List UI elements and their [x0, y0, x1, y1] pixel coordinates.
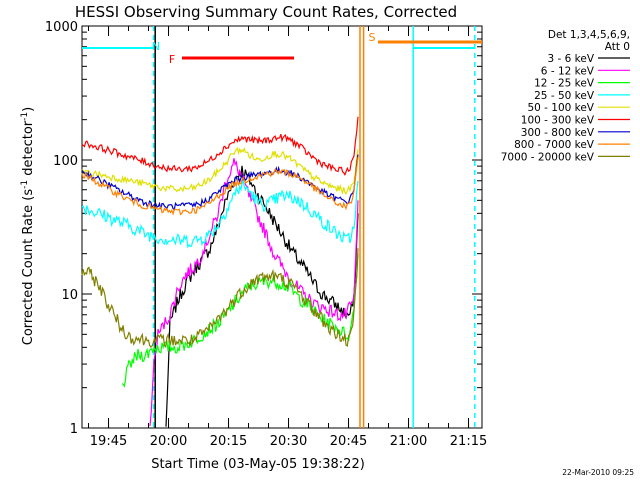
- flags-layer: NF S: [82, 26, 482, 428]
- footer-timestamp: 22-Mar-2010 09:25: [562, 468, 634, 477]
- legend-label: 12 - 25 keV: [534, 78, 595, 90]
- y-axis-label-mid: detector: [21, 120, 36, 180]
- flag-label: N: [152, 40, 160, 53]
- flag-label: S: [369, 31, 376, 44]
- y-tick-label: 1000: [45, 20, 78, 35]
- series-line-5: [81, 116, 359, 177]
- series-layer: [81, 116, 359, 427]
- legend-label: 7000 - 20000 keV: [501, 151, 595, 163]
- series-line-7: [81, 157, 359, 216]
- y-axis-label-end: ): [21, 107, 36, 112]
- x-tick-label: 20:30: [270, 434, 307, 449]
- x-axis-label: Start Time (03-May-05 19:38:22): [151, 457, 365, 472]
- series-line-4: [81, 146, 359, 196]
- y-axis-label-sup2: -1: [20, 112, 30, 121]
- legend-header-1: Det 1,3,4,5,6,9,: [548, 29, 630, 41]
- chart-title: HESSI Observing Summary Count Rates, Cor…: [75, 3, 457, 21]
- legend-label: 300 - 800 keV: [521, 127, 595, 139]
- legend-label: 800 - 7000 keV: [514, 139, 595, 151]
- legend-label: 100 - 300 keV: [521, 115, 595, 127]
- x-tick-label: 21:15: [450, 434, 487, 449]
- y-axis: 1 10 100 1000: [45, 20, 482, 437]
- series-line-8: [81, 248, 359, 349]
- y-axis-label-sup1: -1: [20, 180, 30, 189]
- y-tick-label: 100: [53, 154, 78, 169]
- y-tick-label: 1: [70, 422, 78, 437]
- flag-label: F: [169, 53, 175, 66]
- legend-label: 3 - 6 keV: [547, 53, 594, 65]
- plot-frame: [81, 25, 483, 429]
- plot-area: [81, 25, 483, 429]
- x-tick-label: 20:00: [150, 434, 187, 449]
- x-axis: 19:45 20:00 20:15 20:30 20:45 21:00 21:15: [88, 26, 487, 449]
- series-line-3: [81, 180, 359, 249]
- y-axis-label-main: Corrected Count Rate (s: [21, 189, 36, 346]
- y-tick-label: 10: [61, 288, 78, 303]
- legend-label: 25 - 50 keV: [534, 90, 595, 102]
- x-tick-label: 19:45: [90, 434, 127, 449]
- legend-header-2: Att 0: [605, 41, 630, 53]
- legend-label: 50 - 100 keV: [527, 102, 594, 114]
- legend-label: 6 - 12 keV: [541, 65, 595, 77]
- series-line-6: [81, 154, 359, 211]
- x-tick-label: 20:15: [210, 434, 247, 449]
- x-tick-label: 21:00: [390, 434, 427, 449]
- y-axis-label: Corrected Count Rate (s-1 detector-1): [20, 107, 36, 345]
- x-tick-label: 20:45: [330, 434, 367, 449]
